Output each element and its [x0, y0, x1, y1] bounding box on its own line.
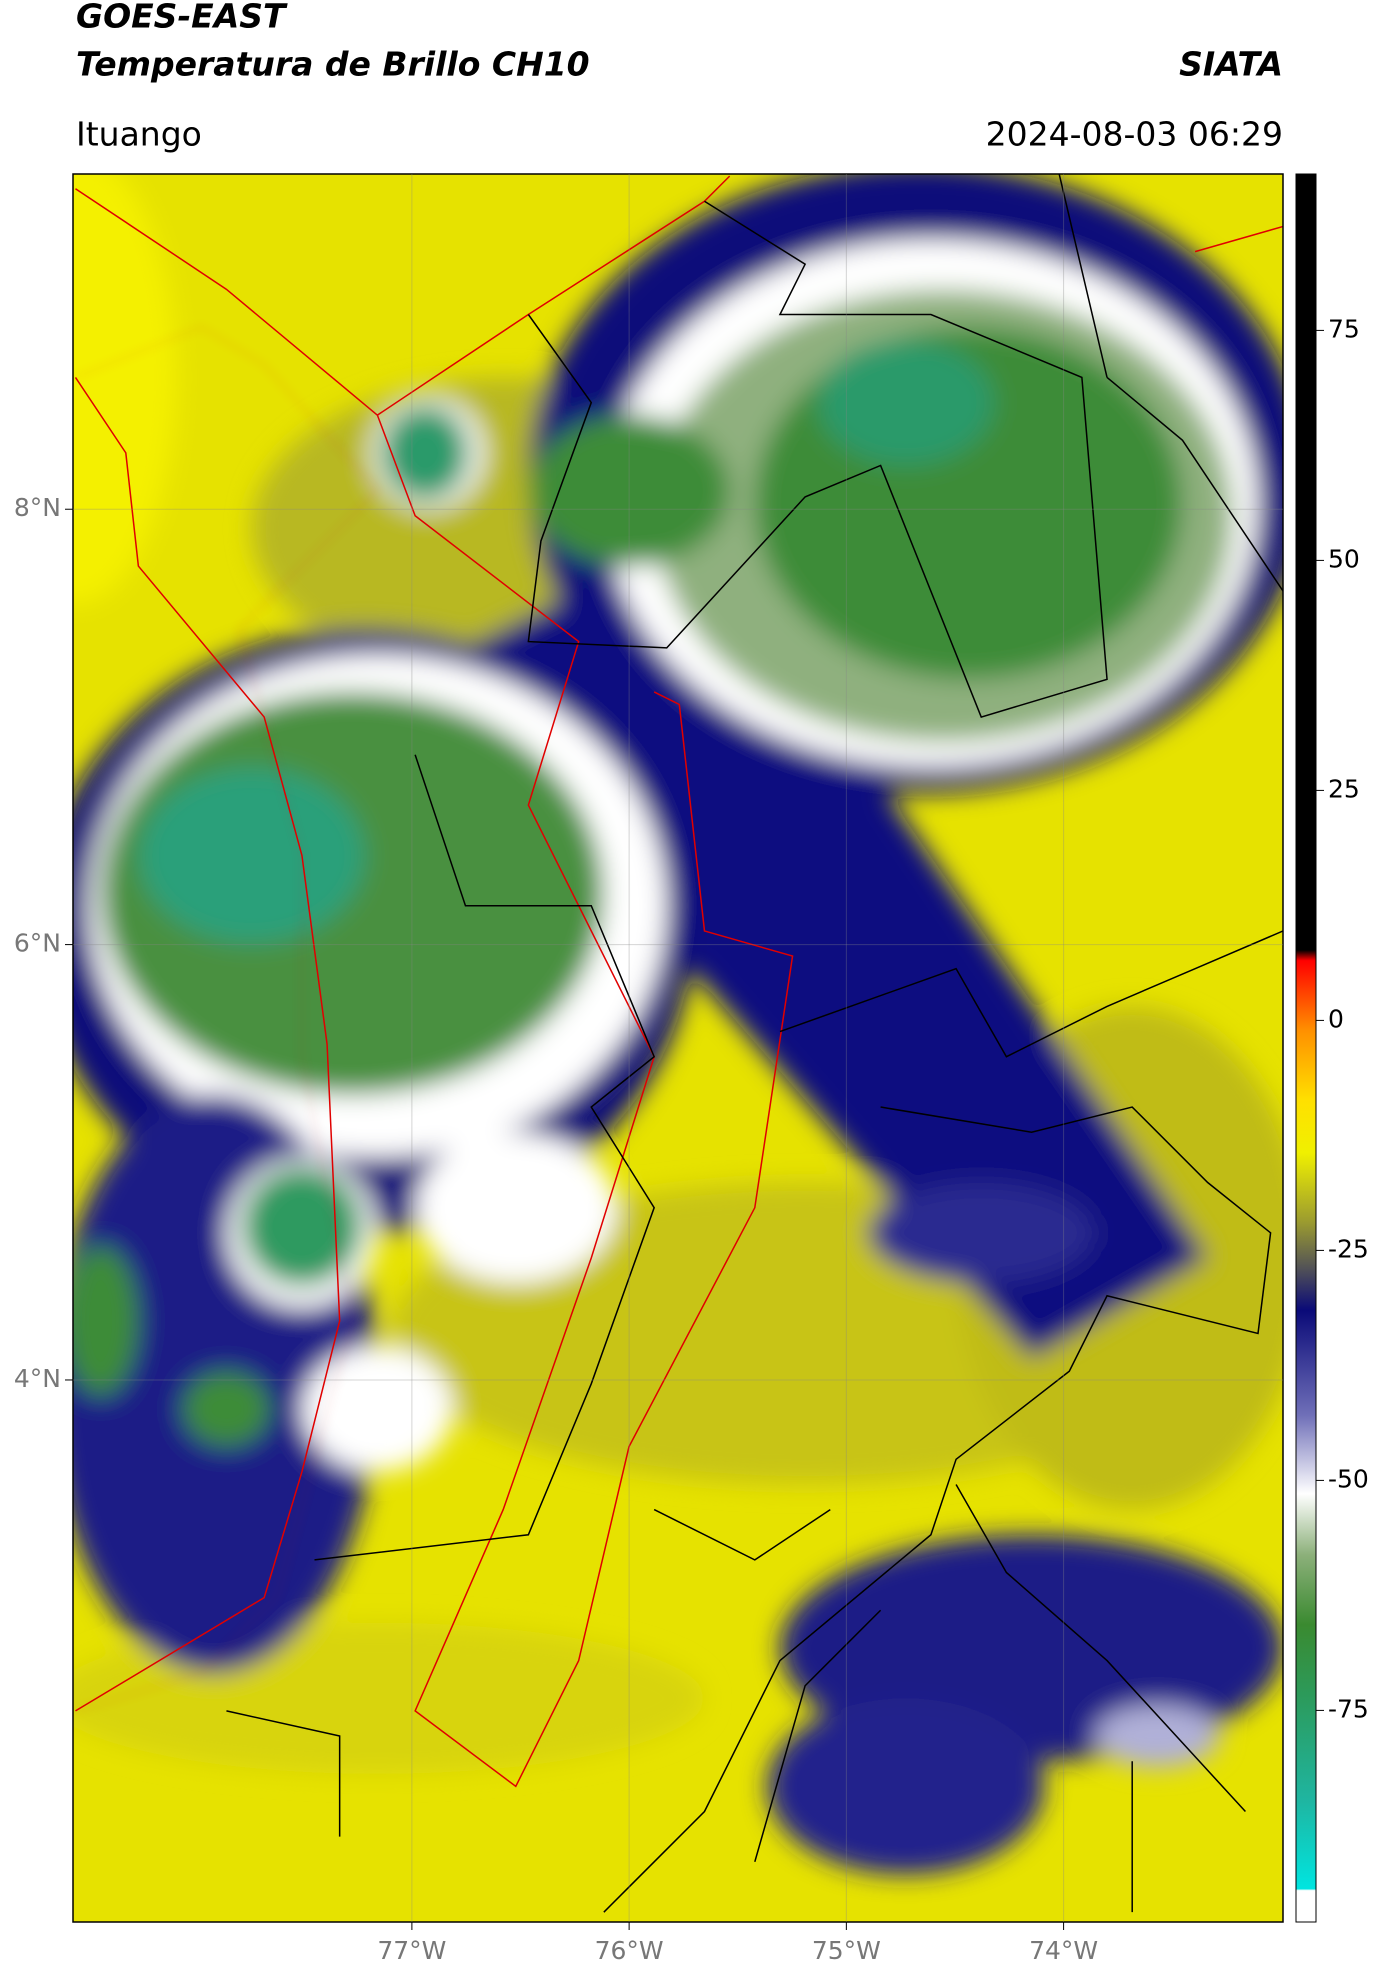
- source: SIATA: [1179, 45, 1283, 84]
- colorbar-tick-label: 0: [1328, 1004, 1344, 1033]
- location: Ituango: [76, 115, 202, 154]
- x-tick-label: 74°W: [1029, 1936, 1098, 1965]
- map-frame: [72, 173, 1284, 1923]
- y-tick-label: 4°N: [14, 1364, 61, 1393]
- x-tick-label: 77°W: [377, 1936, 446, 1965]
- y-tick-label: 8°N: [14, 493, 61, 522]
- colorbar-tick-label: 75: [1328, 314, 1360, 343]
- datetime: 2024-08-03 06:29: [986, 115, 1283, 154]
- y-tick-label: 6°N: [14, 929, 61, 958]
- colorbar-tick-label: 50: [1328, 544, 1360, 573]
- colorbar-tick-label: 25: [1328, 774, 1360, 803]
- colorbar-tick-label: -25: [1328, 1234, 1369, 1263]
- x-tick-label: 75°W: [812, 1936, 881, 1965]
- colorbar-tick-label: -50: [1328, 1464, 1369, 1493]
- cloud-field: [73, 174, 1283, 1913]
- satellite-image: [73, 174, 1283, 1922]
- colorbar: [1295, 173, 1317, 1923]
- title: GOES-EAST: [76, 0, 288, 36]
- subtitle: Temperatura de Brillo CH10: [76, 45, 590, 84]
- colorbar-tick-label: -75: [1328, 1694, 1369, 1723]
- x-tick-label: 76°W: [595, 1936, 664, 1965]
